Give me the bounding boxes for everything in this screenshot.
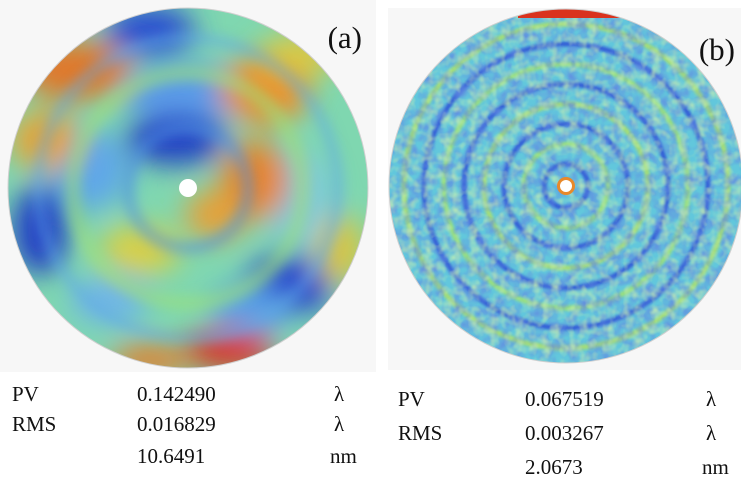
stat-row-rms-a: RMS 0.016829 λ	[0, 412, 376, 438]
stat-unit: λ	[334, 412, 345, 436]
stat-name: RMS	[398, 421, 443, 445]
stat-name: PV	[12, 382, 39, 406]
surface-map-panel-a: (a)	[0, 0, 376, 372]
stat-unit: nm	[702, 455, 729, 479]
panel-label-a: (a)	[327, 20, 362, 55]
surface-map-a	[7, 7, 369, 369]
stat-row-pv-a: PV 0.142490 λ	[0, 382, 376, 408]
stat-unit: λ	[706, 421, 717, 445]
stat-row-pv-b: PV 0.067519 λ	[388, 387, 741, 413]
stat-value: 0.003267	[525, 421, 604, 445]
stat-row-nm-a: 10.6491 nm	[0, 444, 376, 470]
stat-row-rms-b: RMS 0.003267 λ	[388, 421, 741, 447]
stat-value: 0.142490	[137, 382, 216, 406]
stat-unit: nm	[330, 444, 357, 468]
panel-label-b: (b)	[698, 32, 735, 67]
stat-unit: λ	[706, 387, 717, 411]
stat-value: 10.6491	[137, 444, 206, 468]
stat-name: PV	[398, 387, 425, 411]
stat-value: 0.016829	[137, 412, 216, 436]
stat-value: 0.067519	[525, 387, 604, 411]
stats-table-b: PV 0.067519 λ RMS 0.003267 λ 2.0673 nm	[388, 374, 741, 482]
stats-table-a: PV 0.142490 λ RMS 0.016829 λ 10.6491 nm	[0, 374, 376, 482]
surface-map-panel-b: (b)	[388, 8, 741, 370]
stat-value: 2.0673	[525, 455, 583, 479]
stat-unit: λ	[334, 382, 345, 406]
stat-name: RMS	[12, 412, 57, 436]
stat-row-nm-b: 2.0673 nm	[388, 455, 741, 481]
surface-map-b	[388, 8, 741, 364]
